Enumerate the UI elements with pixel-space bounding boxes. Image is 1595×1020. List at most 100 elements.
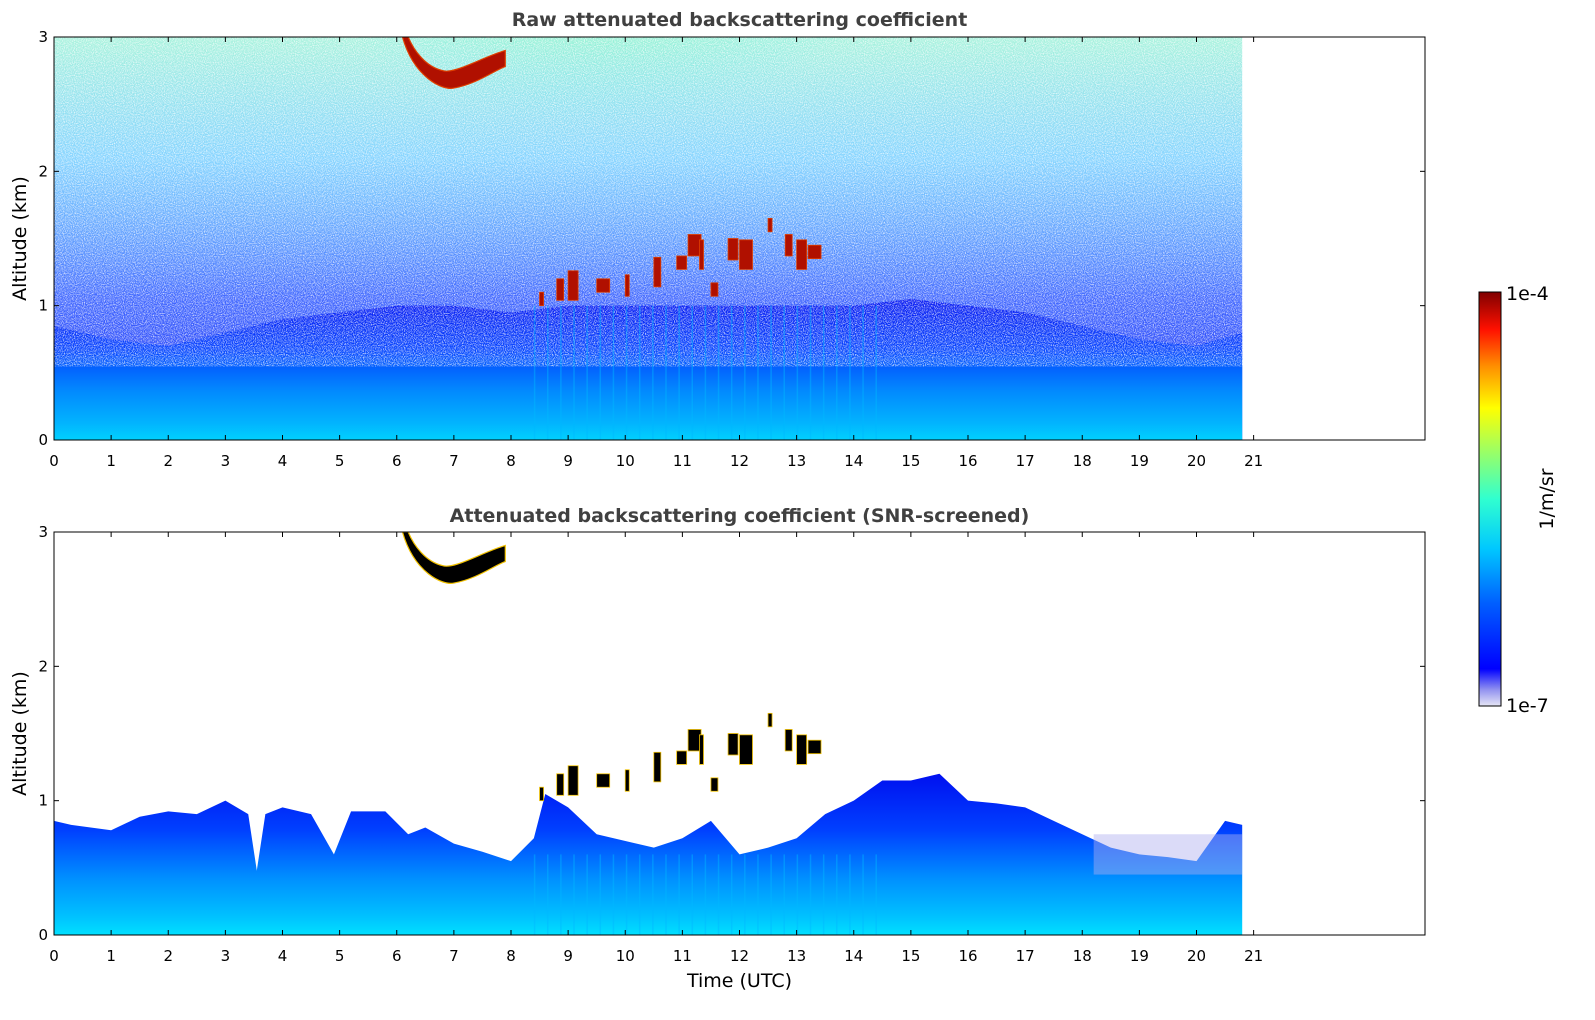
streak	[822, 305, 825, 440]
colorbar-gradient	[1478, 291, 1502, 707]
heatmap-area	[54, 37, 1243, 440]
x-tick-label: 21	[1244, 947, 1263, 965]
y-tick-label: 2	[38, 162, 48, 180]
cloud-element	[624, 274, 630, 297]
streak	[809, 854, 812, 935]
streak	[599, 854, 602, 935]
streak	[652, 854, 654, 935]
y-tick-label: 1	[38, 297, 48, 315]
cloud-element	[596, 773, 611, 788]
x-tick-label: 6	[392, 947, 402, 965]
streak	[586, 305, 588, 440]
streak	[638, 854, 641, 935]
x-axis-label: Time (UTC)	[686, 970, 792, 992]
x-tick-label: 16	[958, 452, 977, 470]
speckle	[54, 37, 1243, 367]
y-tick-label: 0	[38, 431, 48, 449]
x-tick-label: 13	[787, 452, 806, 470]
x-tick-label: 12	[730, 452, 749, 470]
x-tick-label: 4	[278, 452, 288, 470]
streak	[691, 305, 694, 440]
colorbar-min-label: 1e-7	[1506, 695, 1549, 717]
cloud-element	[807, 739, 822, 755]
streak	[836, 854, 838, 935]
streak	[770, 305, 772, 440]
streak	[730, 854, 733, 935]
streak	[533, 854, 536, 935]
streak	[783, 854, 785, 935]
x-tick-label: 14	[844, 947, 863, 965]
cloud-element	[556, 278, 565, 301]
streak	[875, 305, 877, 440]
cloud-element	[710, 777, 719, 792]
cloud-element	[653, 751, 662, 783]
streak	[875, 854, 877, 935]
streak	[691, 854, 694, 935]
x-tick-label: 10	[616, 947, 635, 965]
x-tick-label: 1	[106, 452, 116, 470]
streak	[665, 854, 667, 935]
x-tick-label: 11	[673, 452, 692, 470]
heatmap-area	[54, 532, 1243, 935]
cloud-element	[739, 734, 753, 765]
y-tick-label: 3	[38, 523, 48, 541]
cloud-element	[699, 734, 704, 765]
x-tick-label: 18	[1073, 947, 1092, 965]
streak	[678, 305, 680, 440]
x-tick-label: 19	[1130, 947, 1149, 965]
cloud-element	[676, 255, 688, 270]
streak	[849, 305, 851, 440]
x-tick-label: 8	[506, 947, 516, 965]
streak	[717, 305, 720, 440]
cloud-element	[784, 234, 793, 257]
cloud-element	[539, 786, 544, 802]
cloud-element	[739, 239, 753, 270]
chart-title: Raw attenuated backscattering coefficien…	[512, 9, 968, 31]
x-tick-label: 18	[1073, 452, 1092, 470]
cloud-element	[556, 773, 565, 796]
x-tick-label: 2	[163, 452, 173, 470]
x-tick-label: 3	[221, 947, 231, 965]
cloud-element	[596, 278, 611, 293]
chart-title: Attenuated backscattering coefficient (S…	[450, 505, 1030, 527]
cloud-element	[567, 270, 579, 301]
cloud-element	[567, 765, 579, 796]
streak	[809, 305, 812, 440]
streak	[560, 305, 562, 440]
x-tick-label: 15	[901, 947, 920, 965]
streak	[546, 305, 549, 440]
colorbar-max-label: 1e-4	[1506, 283, 1549, 305]
streak	[573, 305, 575, 440]
streak	[625, 305, 628, 440]
streak	[560, 854, 562, 935]
x-tick-label: 17	[1016, 452, 1035, 470]
x-tick-label: 12	[730, 947, 749, 965]
y-axis-label: Altitude (km)	[9, 176, 31, 301]
boundary-layer	[54, 773, 1243, 935]
cloud-element	[796, 239, 808, 270]
x-tick-label: 7	[449, 452, 459, 470]
streak	[612, 305, 615, 440]
x-tick-label: 8	[506, 452, 516, 470]
x-tick-label: 6	[392, 452, 402, 470]
cloud-element	[784, 729, 793, 752]
x-tick-label: 5	[335, 947, 345, 965]
x-tick-label: 17	[1016, 947, 1035, 965]
x-tick-label: 1	[106, 947, 116, 965]
cloud-element	[727, 238, 739, 261]
x-tick-label: 13	[787, 947, 806, 965]
cloud-element	[699, 239, 704, 270]
cloud-element	[727, 733, 739, 756]
streak	[836, 305, 838, 440]
streak	[744, 305, 746, 440]
x-tick-label: 11	[673, 947, 692, 965]
cloud-element	[710, 282, 719, 297]
x-tick-label: 4	[278, 947, 288, 965]
y-tick-label: 3	[38, 28, 48, 46]
streak	[652, 305, 654, 440]
streak	[612, 854, 615, 935]
y-tick-label: 1	[38, 792, 48, 810]
streak	[796, 305, 799, 440]
streak	[638, 305, 641, 440]
